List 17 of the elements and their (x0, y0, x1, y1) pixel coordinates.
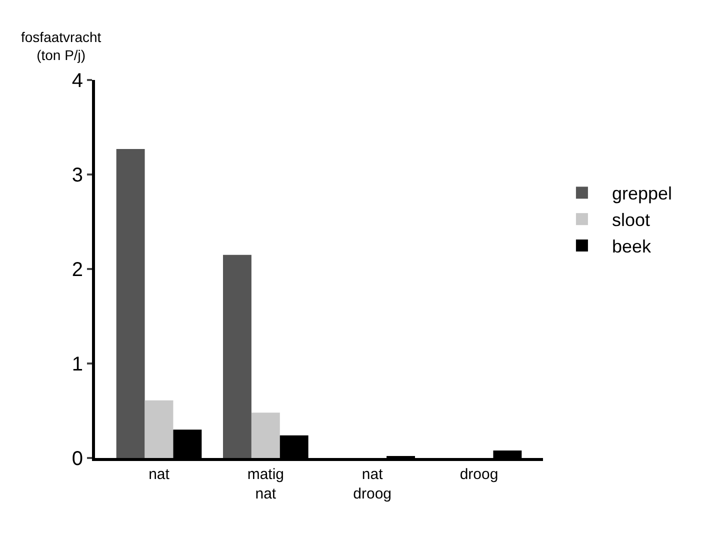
y-tick-label: 4 (72, 70, 83, 92)
x-tick-label: matig nat (247, 466, 284, 502)
y-tick-label: 1 (72, 354, 83, 376)
bar (251, 412, 280, 458)
legend-label: sloot (612, 210, 650, 230)
bar (144, 400, 174, 458)
x-tick-label: droog (460, 466, 498, 483)
x-tick-label: nat droog (353, 466, 392, 502)
bar (116, 148, 145, 458)
y-tick-label: 3 (72, 164, 83, 186)
y-tick-label: 0 (72, 448, 83, 470)
legend-label: greppel (612, 184, 672, 204)
bar (223, 254, 252, 458)
legend-label: beek (612, 236, 652, 257)
x-tick-label: nat (148, 466, 170, 483)
y-tick-label: 2 (72, 259, 83, 281)
y-axis-title: fosfaatvracht (ton P/j) (21, 29, 102, 64)
